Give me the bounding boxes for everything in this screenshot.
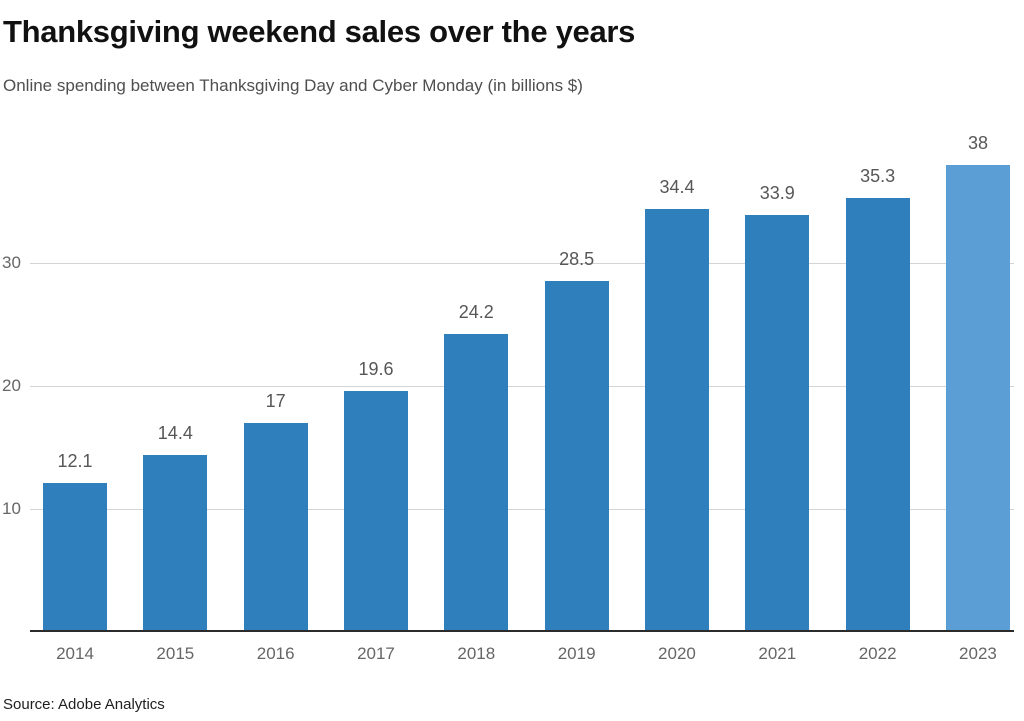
bar-2022 xyxy=(845,197,910,632)
value-label-2014: 12.1 xyxy=(57,451,93,472)
y-tick-label-10: 10 xyxy=(2,499,21,518)
gridline-10 xyxy=(30,508,1014,510)
chart-subtitle: Online spending between Thanksgiving Day… xyxy=(3,76,583,95)
value-label-2022: 35.3 xyxy=(860,165,896,186)
bar-2015 xyxy=(143,454,208,632)
x-tick-label-2020: 2020 xyxy=(658,644,696,663)
x-tick-label-2019: 2019 xyxy=(557,644,596,663)
value-label-2021: 33.9 xyxy=(759,183,795,204)
value-label-2020: 34.4 xyxy=(659,176,695,197)
bar-2020 xyxy=(644,208,709,632)
x-tick-label-2014: 2014 xyxy=(56,644,94,663)
x-tick-label-2022: 2022 xyxy=(858,644,897,663)
y-tick-label-20: 20 xyxy=(2,376,21,395)
bar-2014 xyxy=(43,483,107,632)
value-label-2015: 14.4 xyxy=(157,422,193,443)
value-label-2017: 19.6 xyxy=(358,358,394,379)
chart-title: Thanksgiving weekend sales over the year… xyxy=(3,14,636,49)
bar-2021 xyxy=(745,215,810,632)
bar-2016 xyxy=(243,422,308,632)
bar-2023 xyxy=(945,164,1010,632)
y-tick-label-30: 30 xyxy=(2,253,21,272)
bar-2019 xyxy=(544,281,609,632)
bar-2017 xyxy=(343,390,408,632)
source-note: Source: Adobe Analytics xyxy=(3,696,165,713)
x-tick-label-2017: 2017 xyxy=(357,644,395,663)
value-label-2016: 17 xyxy=(265,390,286,411)
x-axis-line xyxy=(30,630,1014,632)
gridline-30 xyxy=(30,262,1014,264)
x-tick-label-2015: 2015 xyxy=(156,644,195,663)
value-label-2018: 24.2 xyxy=(458,302,494,323)
value-label-2019: 28.5 xyxy=(559,249,595,270)
value-label-2023: 38 xyxy=(967,132,988,153)
x-tick-label-2023: 2023 xyxy=(959,644,997,663)
x-tick-label-2016: 2016 xyxy=(256,644,295,663)
bar-2018 xyxy=(444,334,509,632)
x-tick-label-2021: 2021 xyxy=(758,644,797,663)
gridline-20 xyxy=(30,385,1014,387)
x-tick-label-2018: 2018 xyxy=(457,644,496,663)
